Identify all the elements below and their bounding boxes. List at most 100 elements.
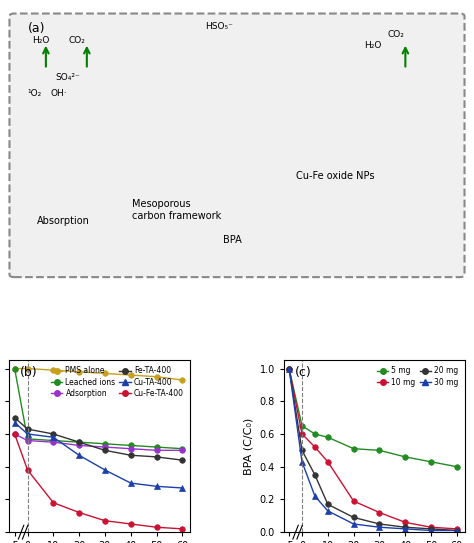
Cu-Fe-TA-400 [25,467,30,473]
Cu-TA-400 [12,419,18,426]
Leached ions [180,445,185,452]
PMS alone [102,370,108,377]
PMS alone [76,369,82,375]
20 mg [299,447,305,453]
5 mg [428,458,434,465]
Text: CO₂: CO₂ [387,30,404,40]
PMS alone [154,374,159,380]
20 mg [428,526,434,532]
30 mg [376,524,382,531]
20 mg [376,521,382,527]
10 mg [325,458,331,465]
5 mg [312,431,318,437]
30 mg [312,493,318,500]
Cu-TA-400 [154,483,159,490]
Cu-TA-400 [51,434,56,440]
30 mg [299,458,305,465]
Text: Cu-Fe oxide NPs: Cu-Fe oxide NPs [296,171,374,181]
10 mg [312,444,318,450]
20 mg [351,514,356,521]
PMS alone [51,367,56,374]
Line: Leached ions: Leached ions [12,366,185,451]
Leached ions [25,435,30,442]
5 mg [376,447,382,453]
Leached ions [102,440,108,447]
10 mg [454,526,460,532]
Cu-TA-400 [25,431,30,437]
5 mg [454,463,460,470]
20 mg [286,365,292,372]
Fe-TA-400 [76,439,82,445]
10 mg [428,524,434,531]
Fe-TA-400 [25,426,30,432]
Cu-Fe-TA-400 [102,517,108,524]
10 mg [286,365,292,372]
Cu-TA-400 [128,480,134,487]
Fe-TA-400 [12,414,18,421]
Text: SO₄²⁻: SO₄²⁻ [55,73,80,82]
Line: Adsorption: Adsorption [12,431,185,453]
Text: Absorption: Absorption [37,216,90,226]
Line: Cu-Fe-TA-400: Cu-Fe-TA-400 [12,431,185,532]
30 mg [428,527,434,534]
5 mg [325,434,331,440]
Cu-Fe-TA-400 [128,521,134,527]
Adsorption [128,445,134,452]
PMS alone [12,365,18,372]
10 mg [299,431,305,437]
Adsorption [12,431,18,437]
Text: CO₂: CO₂ [69,36,85,45]
Cu-Fe-TA-400 [12,431,18,437]
Text: BPA: BPA [223,235,242,244]
Line: 30 mg: 30 mg [286,366,460,533]
20 mg [312,472,318,478]
Line: Fe-TA-400: Fe-TA-400 [12,415,185,463]
Text: H₂O: H₂O [365,41,382,50]
5 mg [286,365,292,372]
Cu-TA-400 [76,452,82,458]
Cu-TA-400 [102,467,108,473]
5 mg [299,422,305,429]
Adsorption [76,442,82,449]
Fe-TA-400 [128,452,134,458]
Cu-Fe-TA-400 [180,526,185,532]
20 mg [325,501,331,508]
Fe-TA-400 [51,431,56,437]
Line: 10 mg: 10 mg [286,366,460,532]
FancyBboxPatch shape [9,14,465,277]
10 mg [351,498,356,504]
Text: H₂O: H₂O [32,36,50,45]
Text: Mesoporous
carbon framework: Mesoporous carbon framework [132,199,221,220]
Y-axis label: BPA (C/C₀): BPA (C/C₀) [244,418,254,475]
Text: HSO₅⁻: HSO₅⁻ [205,22,233,31]
30 mg [286,365,292,372]
Legend: PMS alone, Leached ions, Adsorption, Fe-TA-400, Cu-TA-400, Cu-Fe-TA-400: PMS alone, Leached ions, Adsorption, Fe-… [49,364,186,400]
Leached ions [154,444,159,450]
Line: PMS alone: PMS alone [12,366,185,383]
Adsorption [154,447,159,453]
Text: ¹O₂: ¹O₂ [27,89,42,98]
Adsorption [51,439,56,445]
10 mg [402,519,408,526]
Leached ions [76,439,82,445]
Cu-Fe-TA-400 [76,509,82,516]
30 mg [351,521,356,527]
Adsorption [180,447,185,453]
PMS alone [128,372,134,378]
Text: (a): (a) [27,22,45,35]
5 mg [351,445,356,452]
Leached ions [128,442,134,449]
Adsorption [102,444,108,450]
30 mg [325,508,331,514]
Cu-TA-400 [180,485,185,491]
Cu-Fe-TA-400 [154,524,159,531]
Fe-TA-400 [180,457,185,463]
Fe-TA-400 [154,453,159,460]
30 mg [402,526,408,532]
20 mg [402,524,408,531]
Line: Cu-TA-400: Cu-TA-400 [12,420,185,491]
20 mg [454,527,460,534]
Cu-Fe-TA-400 [51,500,56,506]
30 mg [454,527,460,534]
Leached ions [12,365,18,372]
